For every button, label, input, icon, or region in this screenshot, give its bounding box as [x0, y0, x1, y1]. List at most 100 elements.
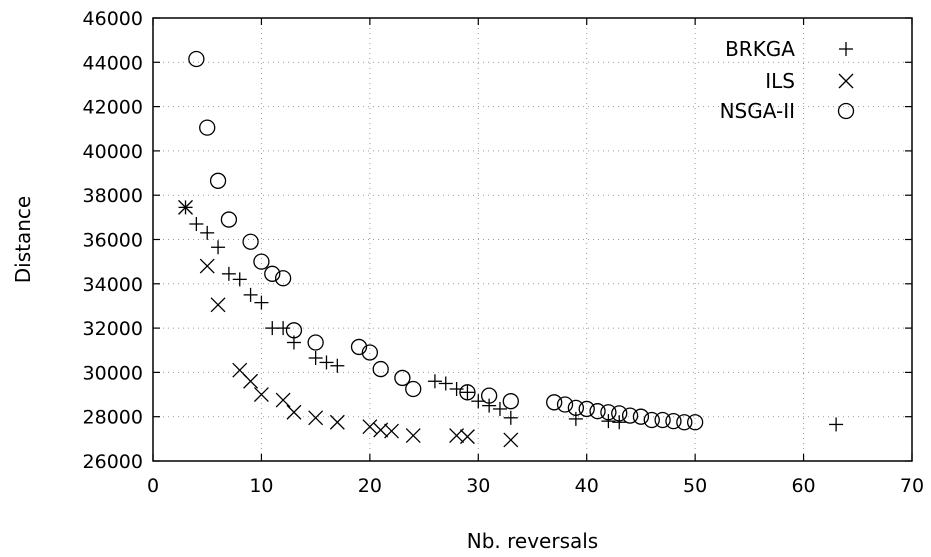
series-brkga	[178, 200, 844, 432]
nsga-ii-point	[480, 387, 498, 404]
nsga-ii-point	[361, 344, 379, 361]
ils-point	[459, 429, 475, 445]
y-tick-label: 42000	[83, 97, 143, 119]
ils-point	[286, 404, 302, 420]
brkga-point	[438, 376, 453, 391]
legend-label-brkga: BRKGA	[725, 37, 795, 61]
cross-b	[178, 199, 193, 215]
series-nsga-ii	[188, 50, 704, 431]
data-marks	[178, 50, 844, 448]
ils-point	[329, 414, 345, 430]
ils-point	[405, 428, 421, 443]
ils-point	[503, 432, 519, 448]
nsga-ii-point	[600, 404, 617, 421]
brkga-point	[254, 295, 269, 310]
cross-b	[405, 428, 421, 443]
legend-marker-ils	[838, 73, 854, 89]
nsga-ii-point	[350, 338, 368, 356]
nsga-ii-point	[242, 233, 259, 250]
y-tick-label: 34000	[83, 274, 143, 296]
brkga-point	[568, 411, 583, 426]
brkga-point	[243, 287, 258, 302]
ils-point	[362, 419, 378, 435]
brkga-point	[612, 415, 627, 430]
y-tick-label: 28000	[83, 407, 143, 429]
x-tick-label: 20	[358, 475, 382, 497]
cross-b	[275, 392, 291, 408]
grid-lines	[153, 18, 912, 461]
axis-ticks: 0 10 20 30 40 50 60 70 26000 28000 30000 32000 34000…	[83, 8, 925, 497]
brkga-point	[200, 225, 215, 240]
nsga-ii-point	[578, 400, 595, 418]
cross-b	[362, 419, 378, 435]
cross-b	[243, 373, 259, 389]
y-tick-label: 26000	[83, 451, 143, 473]
nsga-ii-point	[459, 384, 476, 401]
y-tick-label: 46000	[83, 8, 143, 30]
brkga-point	[232, 272, 247, 287]
nsga-ii-point	[188, 50, 205, 68]
legend-marker-nsga-ii	[837, 102, 855, 120]
nsga-ii-point	[209, 172, 227, 189]
x-tick-label: 10	[249, 475, 273, 497]
cross-b	[459, 429, 475, 445]
nsga-ii-point	[253, 253, 270, 270]
brkga-point	[601, 414, 616, 429]
y-axis-label: Distance	[11, 196, 35, 283]
y-tick-label: 38000	[83, 185, 143, 207]
nsga-ii-point	[285, 322, 303, 339]
legend-label-ils: ILS	[765, 69, 795, 93]
nsga-ii-point	[611, 405, 628, 422]
nsga-ii-point	[556, 396, 574, 413]
cross-b	[253, 387, 269, 403]
brkga-point	[308, 351, 323, 366]
cross-b	[838, 73, 854, 89]
ils-point	[178, 199, 193, 215]
x-tick-label: 70	[900, 475, 924, 497]
nsga-ii-point	[394, 369, 411, 387]
nsga-ii-point	[665, 412, 682, 430]
legend: BRKGA ILS NSGA-II	[720, 37, 855, 123]
nsga-ii-point	[643, 411, 660, 429]
x-tick-label: 0	[147, 475, 159, 497]
y-tick-label: 36000	[83, 230, 143, 252]
y-tick-label: 40000	[83, 141, 143, 163]
brkga-point	[482, 398, 497, 413]
y-tick-label: 30000	[83, 362, 143, 384]
ils-point	[243, 373, 259, 389]
nsga-ii-point	[264, 265, 281, 282]
nsga-ii-point	[372, 360, 389, 378]
cross-b	[286, 404, 302, 420]
ils-point	[308, 410, 324, 426]
nsga-ii-point	[502, 393, 519, 410]
nsga-ii-point	[567, 399, 585, 416]
ils-point	[384, 423, 400, 439]
nsga-ii-point	[405, 380, 422, 398]
brkga-point	[189, 216, 204, 231]
nsga-ii-point	[220, 211, 238, 228]
cross-b	[503, 432, 519, 448]
x-tick-label: 30	[466, 475, 490, 497]
brkga-point	[221, 266, 236, 281]
ils-point	[253, 387, 269, 403]
ils-point	[210, 297, 226, 313]
brkga-point	[492, 401, 507, 416]
cross-b	[210, 297, 226, 313]
cross-b	[329, 414, 345, 430]
cross-b	[308, 410, 324, 426]
ils-point	[199, 258, 215, 274]
series-ils	[178, 199, 519, 448]
y-tick-label: 32000	[83, 318, 143, 340]
brkga-point	[319, 355, 334, 370]
brkga-point	[829, 417, 844, 432]
nsga-ii-point	[676, 414, 693, 431]
nsga-ii-point	[632, 408, 650, 425]
brkga-point	[211, 240, 226, 255]
brkga-point	[471, 394, 486, 409]
ils-point	[275, 392, 291, 408]
nsga-ii-point	[546, 394, 563, 411]
brkga-point	[503, 410, 518, 425]
x-tick-label: 40	[575, 475, 599, 497]
brkga-point	[460, 385, 475, 400]
